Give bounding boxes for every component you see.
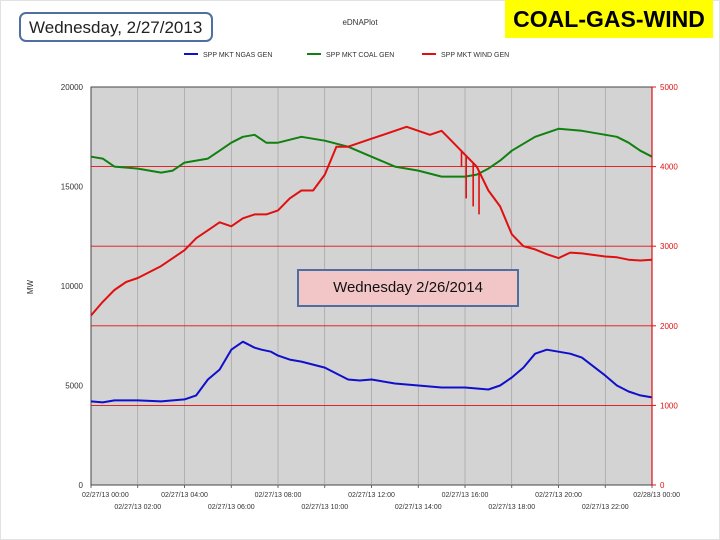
right-tick-label: 5000 bbox=[660, 83, 678, 92]
right-tick-label: 0 bbox=[660, 481, 665, 490]
x-tick-label: 02/27/13 08:00 bbox=[255, 492, 302, 499]
series-lines bbox=[90, 125, 653, 404]
series-line-spp-mkt-coal-gen bbox=[90, 127, 653, 178]
x-tick-label: 02/27/13 10:00 bbox=[301, 504, 348, 511]
x-tick-label: 02/27/13 18:00 bbox=[488, 504, 535, 511]
x-axis-ticks: 02/27/13 00:00 02/27/13 04:00 02/27/13 08:… bbox=[82, 485, 680, 511]
x-tick-label: 02/28/13 00:00 bbox=[633, 492, 680, 499]
x-tick-label: 02/27/13 00:00 bbox=[82, 492, 129, 499]
right-tick-label: 1000 bbox=[660, 401, 678, 410]
x-tick-label: 02/27/13 02:00 bbox=[114, 504, 161, 511]
left-tick-label: 20000 bbox=[61, 83, 84, 92]
left-tick-label: 15000 bbox=[61, 183, 84, 192]
legend-label: SPP MKT COAL GEN bbox=[326, 52, 394, 59]
legend-label: SPP MKT NGAS GEN bbox=[203, 52, 272, 59]
right-axis-ticks: 0 1000 2000 3000 4000 5000 bbox=[652, 83, 678, 490]
comparison-date-caption: Wednesday 2/26/2014 bbox=[297, 269, 519, 307]
right-tick-label: 4000 bbox=[660, 163, 678, 172]
x-tick-label: 02/27/13 04:00 bbox=[161, 492, 208, 499]
x-tick-label: 02/27/13 20:00 bbox=[535, 492, 582, 499]
date-label-box: Wednesday, 2/27/2013 bbox=[19, 12, 213, 42]
series-line-spp-mkt-ngas-gen bbox=[90, 340, 653, 404]
left-tick-label: 0 bbox=[79, 481, 84, 490]
y-axis-label: MW bbox=[26, 279, 35, 294]
headline-banner: COAL-GAS-WIND bbox=[505, 0, 713, 38]
legend: SPP MKT NGAS GEN SPP MKT COAL GEN SPP MKT … bbox=[184, 52, 509, 59]
right-tick-label: 2000 bbox=[660, 322, 678, 331]
series-line-spp-mkt-wind-gen bbox=[90, 125, 653, 317]
x-tick-label: 02/27/13 16:00 bbox=[442, 492, 489, 499]
left-tick-label: 10000 bbox=[61, 282, 84, 291]
right-tick-label: 3000 bbox=[660, 242, 678, 251]
x-tick-label: 02/27/13 22:00 bbox=[582, 504, 629, 511]
x-tick-label: 02/27/13 14:00 bbox=[395, 504, 442, 511]
x-tick-label: 02/27/13 12:00 bbox=[348, 492, 395, 499]
left-tick-label: 5000 bbox=[65, 382, 83, 391]
chart-title: eDNAPlot bbox=[342, 18, 378, 27]
left-axis-ticks: 0 5000 10000 15000 20000 bbox=[61, 83, 84, 490]
horizontal-gridlines bbox=[91, 166, 652, 406]
x-tick-label: 02/27/13 06:00 bbox=[208, 504, 255, 511]
legend-label: SPP MKT WIND GEN bbox=[441, 52, 509, 59]
